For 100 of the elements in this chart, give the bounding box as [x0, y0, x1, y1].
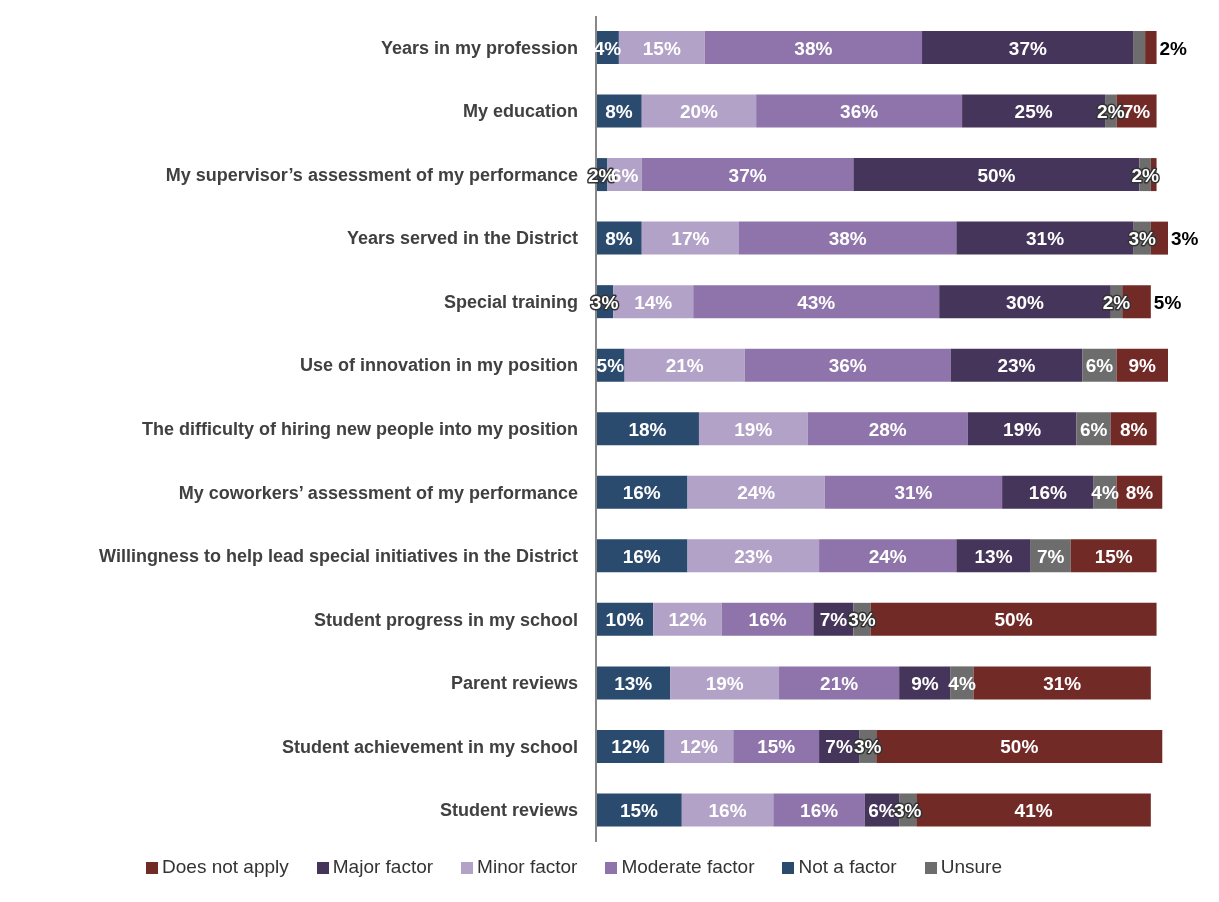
legend-label: Major factor	[332, 856, 434, 877]
data-label: 19%	[734, 418, 773, 440]
data-label: 2%	[1102, 291, 1131, 313]
data-label: 7%	[825, 736, 853, 758]
bar	[641, 158, 854, 192]
data-label: 15%	[642, 37, 681, 59]
bar	[1070, 539, 1157, 573]
data-label: 16%	[622, 545, 661, 567]
data-label: 3%	[853, 736, 882, 758]
y-tick-label: Student progress in my school	[313, 609, 578, 630]
bar	[779, 666, 900, 700]
data-label: 31%	[894, 482, 933, 504]
data-label: 8%	[1119, 418, 1148, 440]
data-label: 8%	[605, 101, 633, 123]
y-tick-label: Willingness to help lead special initiatives in the District	[99, 546, 578, 567]
data-label: 13%	[614, 672, 653, 694]
data-label: 12%	[679, 736, 719, 758]
bar	[1145, 31, 1157, 64]
bar	[824, 475, 1003, 509]
data-label: 16%	[800, 799, 839, 821]
y-tick-label: My coworkers’ assessment of my performance	[178, 482, 578, 503]
y-tick-label: My education	[462, 101, 578, 122]
data-label: 4%	[1091, 482, 1119, 504]
data-label: 25%	[1014, 101, 1053, 123]
data-label: 3%	[848, 609, 876, 631]
data-label: 31%	[1043, 672, 1082, 694]
data-label: 6%	[868, 799, 896, 821]
bar	[687, 539, 820, 573]
data-label: 13%	[974, 545, 1013, 567]
data-label: 3%	[1128, 228, 1157, 250]
bar	[739, 221, 957, 255]
data-label: 16%	[708, 799, 747, 821]
bar	[744, 348, 951, 382]
legend-label: Unsure	[940, 856, 1002, 877]
data-label: 38%	[794, 37, 833, 59]
data-label: 9%	[1128, 355, 1157, 377]
data-label: 15%	[757, 736, 796, 758]
data-label: 6%	[1085, 355, 1114, 377]
y-tick-label: My supervisor’s assessment of my performance	[165, 164, 578, 185]
data-label: 7%	[1037, 545, 1065, 567]
data-label: 7%	[819, 609, 848, 631]
data-label: 8%	[1125, 482, 1154, 504]
bar	[922, 31, 1134, 64]
data-label: 17%	[671, 228, 710, 250]
data-label: 2%	[1159, 37, 1188, 59]
data-label: 9%	[911, 672, 939, 694]
data-label: 6%	[1079, 418, 1108, 440]
data-label: 20%	[679, 101, 719, 123]
data-label: 16%	[1028, 482, 1067, 504]
y-tick-label: Years in my profession	[380, 37, 578, 58]
data-label: 37%	[1008, 37, 1047, 59]
y-tick-label: Student achievement in my school	[281, 736, 578, 757]
data-label: 36%	[828, 355, 867, 377]
y-tick-label: Parent reviews	[450, 673, 578, 694]
y-tick-label: Use of innovation in my position	[299, 355, 578, 376]
bar	[807, 412, 968, 446]
data-label: 12%	[611, 736, 650, 758]
data-label: 50%	[994, 609, 1033, 631]
data-label: 50%	[1000, 736, 1039, 758]
y-tick-label: Student reviews	[439, 800, 578, 821]
data-label: 31%	[1026, 228, 1065, 250]
bar	[641, 94, 757, 128]
data-label: 16%	[748, 609, 787, 631]
data-label: 21%	[820, 672, 859, 694]
bar	[693, 285, 940, 319]
data-label: 14%	[634, 291, 673, 313]
y-tick-label: Years served in the District	[346, 228, 578, 249]
data-label: 23%	[997, 355, 1036, 377]
bar	[624, 348, 745, 382]
bar	[641, 221, 739, 255]
data-label: 8%	[605, 228, 633, 250]
data-label: 21%	[665, 355, 704, 377]
legend-label: Minor factor	[477, 856, 578, 877]
bar	[819, 539, 957, 573]
bar	[967, 412, 1077, 446]
data-label: 3%	[1171, 228, 1199, 250]
y-tick-label: The difficulty of hiring new people into my position	[142, 419, 578, 439]
data-label: 2%	[1097, 101, 1125, 123]
data-label: 24%	[737, 482, 776, 504]
legend-label: Moderate factor	[621, 856, 755, 877]
legend-label: Does not apply	[162, 856, 289, 877]
data-label: 28%	[868, 418, 907, 440]
data-label: 4%	[948, 672, 976, 694]
bar	[1133, 31, 1146, 64]
data-label: 43%	[797, 291, 836, 313]
bar	[698, 412, 808, 446]
data-label: 18%	[628, 418, 667, 440]
y-tick-label: Special training	[443, 291, 578, 312]
data-label: 41%	[1014, 799, 1053, 821]
bar	[756, 94, 963, 128]
data-label: 23%	[734, 545, 773, 567]
legend-label: Not a factor	[798, 856, 897, 877]
data-label: 3%	[894, 799, 922, 821]
data-label: 15%	[619, 799, 659, 821]
data-label: 16%	[622, 482, 661, 504]
data-label: 19%	[705, 672, 744, 694]
data-label: 19%	[1003, 418, 1042, 440]
data-label: 7%	[1122, 101, 1151, 123]
data-label: 15%	[1094, 545, 1133, 567]
data-label: 24%	[868, 545, 907, 567]
